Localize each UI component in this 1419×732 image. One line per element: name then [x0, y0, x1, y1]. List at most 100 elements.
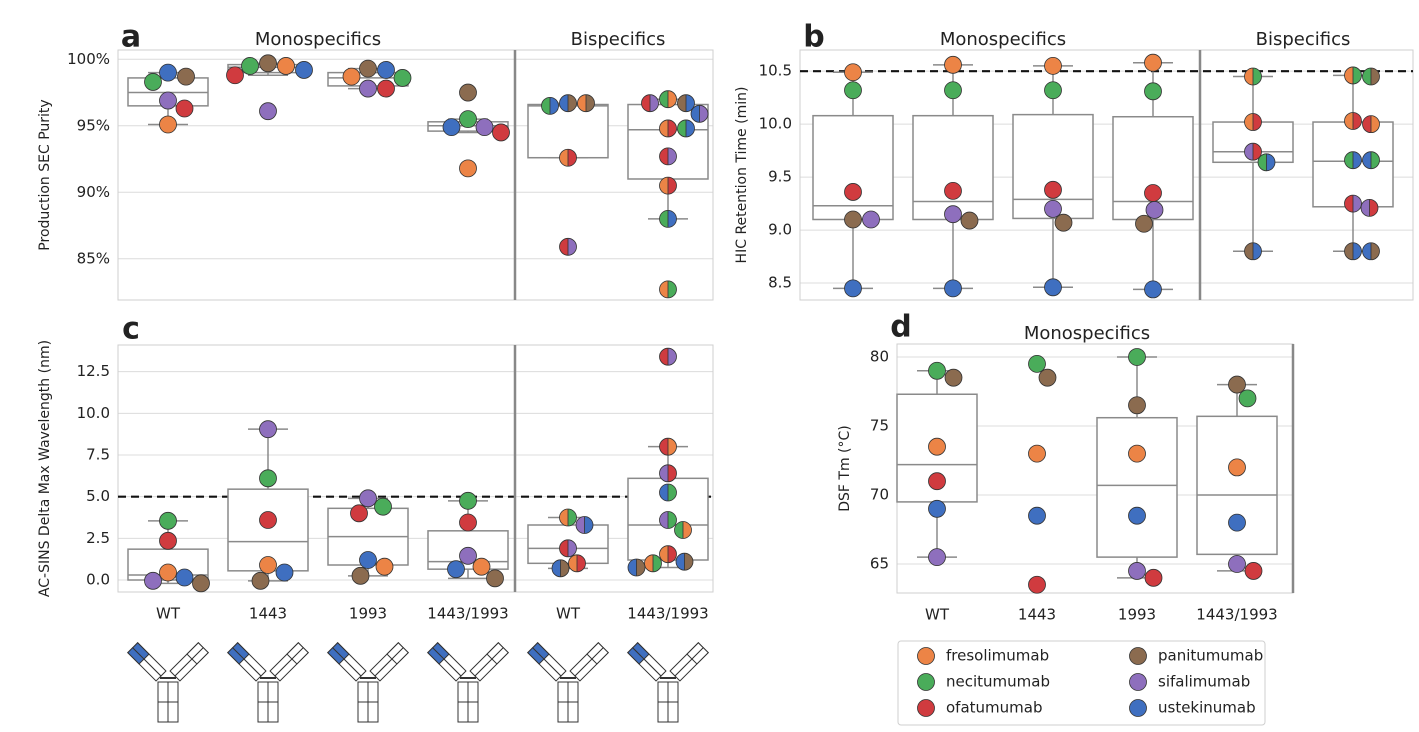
data-point: [259, 102, 277, 121]
data-point: [944, 55, 962, 74]
data-point: [177, 67, 195, 86]
data-point: [486, 569, 504, 588]
point-half: [1362, 115, 1371, 133]
legend-marker: [917, 647, 935, 665]
point: [944, 205, 962, 224]
point-half: [559, 509, 568, 526]
point: [475, 118, 494, 137]
point: [960, 211, 979, 230]
point-half: [668, 147, 677, 165]
data-point: [1144, 280, 1162, 299]
data-point: [359, 59, 377, 78]
point-half: [686, 94, 695, 112]
point: [1144, 568, 1163, 587]
point: [351, 566, 370, 585]
data-point: [1144, 53, 1162, 72]
point: [944, 279, 962, 298]
point: [1144, 184, 1162, 202]
point-outline: [1244, 142, 1262, 161]
point-outline: [1257, 153, 1276, 172]
section-label: Monospecifics: [1024, 323, 1150, 344]
data-point: [1054, 213, 1073, 232]
section-label: Monospecifics: [255, 29, 381, 50]
point: [377, 79, 395, 98]
point: [944, 181, 962, 200]
point-half: [568, 539, 577, 557]
point: [1135, 214, 1153, 233]
data-point: [1344, 242, 1362, 261]
point-half: [677, 94, 686, 112]
point-half: [676, 553, 685, 571]
data-point: [1028, 444, 1046, 463]
point-outline: [568, 554, 586, 573]
data-point: [175, 99, 194, 118]
data-point: [459, 491, 477, 510]
data-point: [1028, 506, 1046, 525]
data-point: [277, 57, 295, 75]
point-half: [550, 97, 559, 115]
data-point: [259, 420, 277, 439]
point: [1038, 368, 1057, 387]
point: [259, 54, 277, 73]
data-point: [492, 123, 510, 142]
point-outline: [659, 545, 677, 564]
data-point: [475, 118, 494, 137]
point-half: [577, 554, 586, 572]
data-point: [1344, 66, 1362, 85]
point-half: [1371, 242, 1380, 260]
point: [1244, 562, 1263, 580]
legend-label: panitumumab: [1158, 647, 1263, 665]
data-point: [659, 483, 677, 502]
data-point: [393, 69, 412, 87]
data-point: [659, 511, 677, 529]
data-point: [159, 511, 177, 530]
data-point: [659, 437, 677, 456]
point-outline: [659, 437, 677, 456]
data-point: [1244, 142, 1262, 161]
point-outline: [1244, 113, 1262, 131]
point-half: [1353, 66, 1362, 84]
data-point: [459, 83, 477, 102]
point-outline: [659, 119, 677, 138]
point: [1028, 506, 1046, 525]
point-half: [1244, 143, 1253, 161]
point: [459, 159, 477, 178]
point: [226, 66, 244, 85]
point-half: [668, 90, 677, 108]
point-outline: [1344, 112, 1362, 130]
data-point: [1144, 82, 1162, 101]
point-half: [659, 147, 668, 165]
legend-frame: [897, 640, 1266, 726]
point-outline: [559, 237, 577, 256]
x-tick-label: 1443/1993: [1196, 606, 1277, 624]
point-outline: [551, 559, 570, 578]
y-tick-label: 12.5: [77, 362, 110, 380]
data-point: [1362, 67, 1380, 86]
data-point: [844, 279, 862, 298]
point: [844, 63, 862, 82]
point-outline: [677, 119, 695, 138]
point: [862, 210, 880, 229]
data-point: [659, 347, 677, 366]
data-point: [159, 63, 177, 82]
y-tick-label: 0.0: [86, 571, 110, 589]
point-half: [659, 545, 668, 563]
point-half: [1369, 199, 1378, 217]
point: [459, 546, 477, 565]
point: [375, 557, 394, 576]
point-outline: [1362, 151, 1380, 170]
plot-frame: [799, 49, 1414, 301]
data-point: [1044, 180, 1062, 199]
antibody-icon: [426, 641, 510, 723]
point: [259, 556, 277, 574]
point-half: [1253, 242, 1262, 260]
point-half: [1244, 242, 1253, 260]
data-point: [144, 571, 162, 590]
data-point: [944, 368, 963, 387]
point: [928, 361, 946, 380]
point: [844, 81, 862, 100]
data-point: [659, 176, 677, 195]
point: [844, 210, 862, 229]
panel-label: c: [122, 312, 140, 347]
point-half: [1362, 67, 1371, 85]
